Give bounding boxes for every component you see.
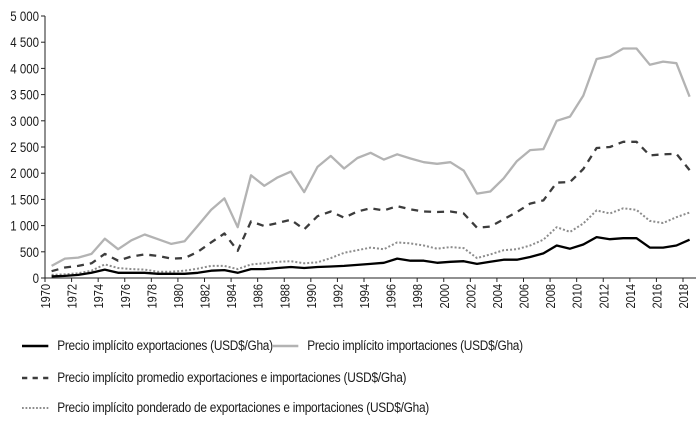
- legend-label: Precio implícito promedio exportaciones …: [57, 370, 407, 385]
- series-line-solid-0: [51, 235, 691, 278]
- x-tick-label: 1978: [144, 284, 159, 309]
- x-tick-label: 2008: [543, 284, 558, 309]
- x-tick-label: 1986: [251, 284, 266, 309]
- x-tick-label: 2006: [517, 284, 532, 309]
- y-tick-label: 1 500: [10, 191, 39, 207]
- legend: Precio implícito exportaciones (USD$/Gha…: [0, 330, 700, 425]
- legend-label: Precio implícito exportaciones (USD$/Gha…: [57, 338, 273, 353]
- y-tick-label: 5 000: [10, 8, 39, 24]
- x-tick-label: 1992: [331, 284, 346, 309]
- x-tick-label: 2018: [676, 284, 691, 309]
- x-tick-label: 1984: [224, 284, 239, 309]
- y-tick-label: 0: [33, 270, 39, 286]
- x-tick-label: 1972: [65, 284, 80, 309]
- x-tick-label: 1998: [410, 284, 425, 309]
- y-tick-label: 2 000: [10, 165, 39, 181]
- x-tick-label: 1988: [277, 284, 292, 309]
- series-line-solid-1: [51, 47, 691, 267]
- legend-swatch-dotted: [22, 406, 49, 409]
- x-tick-label: 2002: [463, 284, 478, 309]
- legend-swatch-dashed: [22, 376, 49, 379]
- legend-item-exportaciones: Precio implícito exportaciones (USD$/Gha…: [22, 338, 273, 353]
- y-tick-label: 1 000: [10, 217, 39, 233]
- legend-item-promedio: Precio implícito promedio exportaciones …: [22, 370, 407, 385]
- x-tick-label: 1994: [357, 284, 372, 309]
- x-tick-label: 1990: [304, 284, 319, 309]
- x-tick-label: 2000: [437, 284, 452, 309]
- legend-swatch-solid-gray: [272, 344, 299, 347]
- x-tick-label: 1982: [198, 284, 213, 309]
- y-tick-label: 2 500: [10, 139, 39, 155]
- x-tick-label: 1976: [118, 284, 133, 309]
- legend-label: Precio implícito importaciones (USD$/Gha…: [307, 338, 523, 353]
- x-tick-label: 2012: [596, 284, 611, 309]
- legend-item-importaciones: Precio implícito importaciones (USD$/Gha…: [272, 338, 523, 353]
- y-tick-label: 500: [20, 244, 39, 260]
- legend-label: Precio implícito ponderado de exportacio…: [57, 400, 429, 415]
- x-tick-label: 2004: [490, 284, 505, 309]
- x-tick-label: 1974: [91, 284, 106, 309]
- x-tick-label: 2014: [623, 284, 638, 309]
- x-tick-label: 1970: [38, 284, 53, 309]
- legend-item-ponderado: Precio implícito ponderado de exportacio…: [22, 400, 429, 415]
- series-line-dotted-3: [51, 207, 690, 276]
- y-tick-label: 4 500: [10, 34, 39, 50]
- series-line-dashed-2: [51, 140, 691, 273]
- x-tick-label: 2010: [570, 284, 585, 309]
- legend-swatch-solid-black: [22, 344, 49, 347]
- x-tick-label: 1980: [171, 284, 186, 309]
- y-tick-label: 3 500: [10, 86, 39, 102]
- x-tick-label: 2016: [650, 284, 665, 309]
- y-tick-label: 4 000: [10, 60, 39, 76]
- x-tick-label: 1996: [384, 284, 399, 309]
- y-tick-label: 3 000: [10, 113, 39, 129]
- line-chart: 0 500 1 000 1 500 2 000 2 500 3 000 3 500 4 000 4…: [10, 8, 696, 309]
- series-lines: [51, 47, 691, 278]
- axes: 0 500 1 000 1 500 2 000 2 500 3 000 3 500 4 000 4…: [10, 8, 696, 309]
